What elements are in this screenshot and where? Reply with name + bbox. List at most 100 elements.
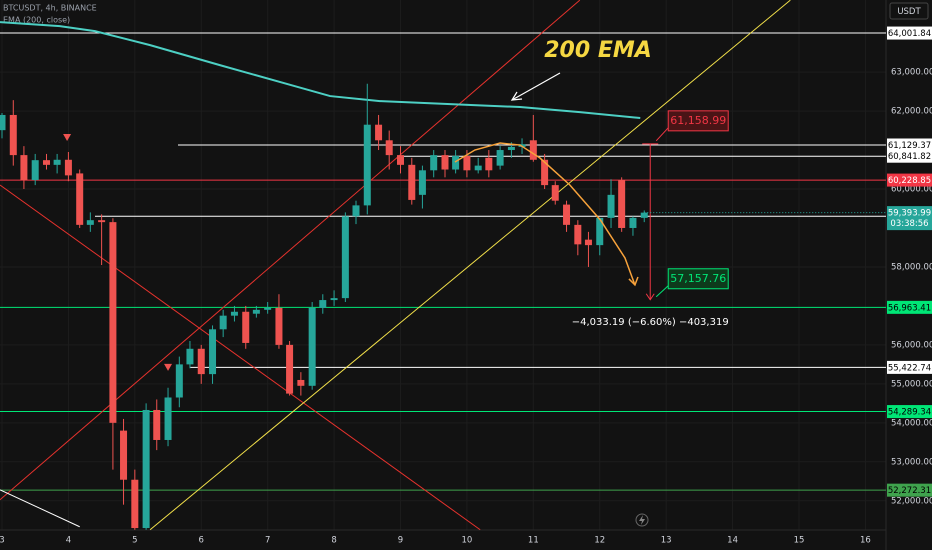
candle-body [541,159,549,186]
candle-body [375,124,383,141]
replay-icon[interactable] [635,513,649,527]
candle-body [452,155,460,170]
x-tick-label: 16 [860,536,871,546]
candle-body [529,140,537,160]
annotation-arrow [511,72,561,101]
x-tick-label: 10 [461,536,472,546]
price-label: 64,001.84 [888,29,931,39]
candle-body [109,222,117,423]
candle-body [507,146,515,151]
measure-pointer [655,285,669,298]
candle-body [252,309,260,314]
price-label: 60,228.85 [888,176,931,186]
price-label: 60,841.82 [888,152,931,162]
candle-body [319,300,327,308]
y-tick-label: 56,000.00 [891,340,932,350]
candle-body [385,140,393,156]
signal-marker [63,134,72,142]
candle-body [0,114,6,131]
x-tick-label: 6 [199,536,204,546]
measure-arrow [645,293,655,301]
y-tick-label: 53,000.00 [891,457,932,467]
measure-from-label: 61,158.99 [670,114,726,127]
lightning-icon[interactable] [639,515,645,525]
candle-body [430,155,438,171]
candle-body [330,298,338,301]
measure-to-label: 57,157.76 [670,272,726,285]
candle-body [131,479,139,529]
trend-line [149,0,791,531]
candle-body [175,364,183,398]
candle-body [219,315,227,330]
current-price-label: 59,393.99 [888,209,931,219]
y-tick-label: 63,000.00 [891,68,932,78]
x-tick-label: 3 [0,536,5,546]
projection-arc [454,142,636,286]
y-tick-label: 62,000.00 [891,107,932,117]
candle-body [584,239,592,246]
currency-button[interactable] [889,2,929,20]
candle-body [308,307,316,386]
ema-line [0,21,641,120]
candle-body [230,311,238,316]
arc-arrow-head [628,276,639,287]
candle-body [31,160,39,181]
candle-body [496,150,504,166]
candle-body [264,307,272,310]
symbol: BTCUSDT, 4h, BINANCE [3,4,97,13]
candle-body [363,124,371,206]
x-tick-label: 12 [594,536,605,546]
y-tick-label: 58,000.00 [891,262,932,272]
price-label-box [887,483,932,497]
candle-body [485,157,493,171]
candle-body [286,344,294,394]
measure-text: −4,033.19 (−6.60%) −403,319 [572,317,729,328]
candle-body [640,212,648,218]
candle-body [186,348,194,365]
candle-body [242,311,250,343]
candle-body [297,379,305,386]
candle-body [9,114,17,156]
y-tick-label: 52,000.00 [891,496,932,506]
annotation-arrow-head [510,91,523,101]
x-tick-label: 5 [132,536,137,546]
price-label: 52,272.31 [888,486,931,496]
countdown: 03:38:56 [890,219,928,229]
candle-body [142,409,150,529]
x-tick-label: 7 [265,536,270,546]
y-tick-label: 55,000.00 [891,379,932,389]
candle-body [352,205,360,217]
candle-body [275,307,283,345]
plot-area [0,0,886,530]
candle-body [596,217,604,246]
measure-pointer [655,127,669,142]
x-tick-label: 9 [398,536,403,546]
ema-annotation: 200 EMA [544,38,652,63]
candle-body [607,194,615,218]
x-tick-label: 14 [727,536,738,546]
price-label: 55,422.74 [888,363,931,373]
candle-body [120,430,128,480]
price-label-box [887,138,932,152]
current-price-box [887,206,932,231]
price-label: 61,129.37 [888,141,931,151]
candle-body [153,409,161,440]
x-tick-label: 8 [331,536,336,546]
currency[interactable]: USDT [897,7,921,17]
candle-body [197,348,205,375]
candle-body [396,155,404,165]
price-label-box [887,26,932,40]
price-label-box [887,405,932,419]
measure-to-box [667,268,729,290]
candle-body [209,329,217,375]
trend-line [0,0,581,501]
candle-body [64,159,72,176]
candle-body [441,155,449,170]
candle-body [164,397,172,440]
candle-body [341,216,349,299]
price-label-box [887,360,932,374]
candle-body [551,185,559,201]
candle-body [474,165,482,171]
candle-body [574,224,582,245]
